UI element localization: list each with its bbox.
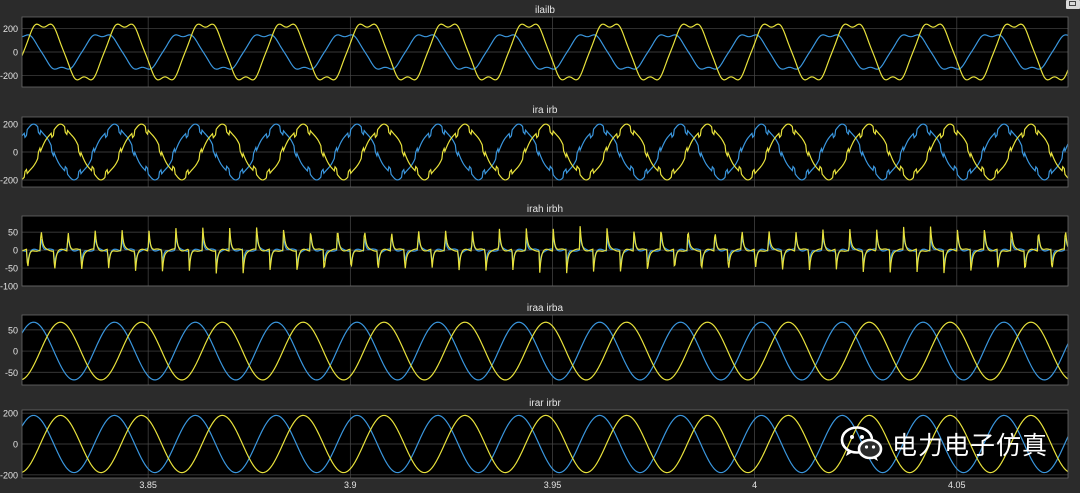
series-line-b [22, 226, 1068, 274]
panel-title: iraa irba [527, 303, 564, 314]
y-tick-label: -200 [0, 176, 18, 186]
series-line-b [22, 123, 1068, 181]
y-tick-label: 0 [13, 148, 18, 158]
series-line-a [22, 233, 1068, 267]
y-tick-label: 0 [13, 440, 18, 450]
y-tick-label: 200 [3, 409, 18, 419]
restore-icon[interactable] [1066, 0, 1080, 9]
scope-panel: irah irbh 50 0 -50 -100 [0, 204, 1069, 292]
wechat-icon [840, 426, 883, 461]
panel-title: irah irbh [527, 204, 563, 215]
x-tick-label: 3.9 [344, 480, 357, 490]
y-tick-label: 200 [3, 24, 18, 34]
panel-title: irar irbr [529, 398, 561, 409]
y-tick-label: -200 [0, 470, 18, 480]
panel-title: ira irb [532, 105, 557, 116]
plot-border [21, 16, 1069, 88]
y-tick-label: -50 [5, 264, 18, 274]
y-tick-label: -50 [5, 368, 18, 378]
x-tick-label: 3.95 [544, 480, 562, 490]
scope-panel: ira irb 200 0 -200 [0, 105, 1069, 188]
x-tick-label: 4 [752, 480, 757, 490]
series-line-a [22, 414, 1068, 474]
y-tick-label: 50 [8, 325, 18, 335]
plot-border [21, 314, 1069, 386]
watermark: 电力电子仿真 [840, 424, 1048, 464]
plot-border [21, 409, 1069, 479]
x-tick-label: 4.05 [948, 480, 966, 490]
x-tick-label: 3.85 [139, 480, 157, 490]
y-tick-label: 50 [8, 228, 18, 238]
series-line-a [22, 34, 1068, 70]
plot-border [21, 116, 1069, 188]
series-line-a [22, 123, 1068, 181]
scope-panel: ilailb 200 0 -200 [0, 5, 1069, 88]
y-tick-label: 0 [13, 48, 18, 58]
plot-border [21, 215, 1069, 287]
scope-panel: irar irbr 200 0 -200 3.85 3.9 3.95 4 4.05 [0, 398, 1069, 490]
y-tick-label: 0 [13, 347, 18, 357]
y-tick-label: 200 [3, 120, 18, 130]
series-line-a [22, 321, 1068, 381]
series-line-b [22, 23, 1068, 81]
y-tick-label: -100 [0, 282, 18, 292]
y-tick-label: 0 [13, 246, 18, 256]
watermark-text: 电力电子仿真 [892, 431, 1049, 460]
series-line-b [22, 414, 1068, 474]
plot-area [22, 315, 1068, 385]
panel-title: ilailb [535, 5, 555, 16]
scope-panel: iraa irba 50 0 -50 [5, 303, 1069, 386]
series-line-b [22, 321, 1068, 381]
y-tick-label: -200 [0, 71, 18, 81]
